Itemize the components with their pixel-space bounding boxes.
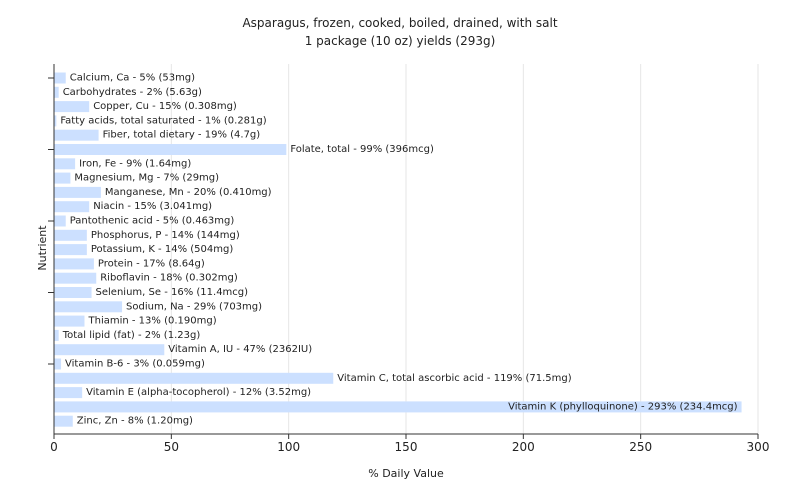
bar xyxy=(54,201,90,213)
bar-label: Sodium, Na - 29% (703mg) xyxy=(126,301,262,312)
chart-title: Asparagus, frozen, cooked, boiled, drain… xyxy=(242,16,557,30)
bar-label: Vitamin A, IU - 47% (2362IU) xyxy=(168,344,312,355)
axes xyxy=(48,64,759,439)
x-tick-label: 0 xyxy=(50,440,58,454)
bar xyxy=(54,129,99,141)
bar-label: Manganese, Mn - 20% (0.410mg) xyxy=(105,187,272,198)
x-tick-labels: 0 50 100 150 200 250 300 xyxy=(50,440,769,454)
bar xyxy=(54,329,59,341)
bar xyxy=(54,172,71,184)
bar xyxy=(54,272,97,284)
bar-label: Riboflavin - 18% (0.302mg) xyxy=(100,273,238,284)
bar-label: Vitamin E (alpha-tocopherol) - 12% (3.52… xyxy=(86,387,311,398)
x-tick-label: 50 xyxy=(164,440,179,454)
bar xyxy=(54,115,57,127)
x-tick-label: 250 xyxy=(629,440,652,454)
bar-label: Fiber, total dietary - 19% (4.7g) xyxy=(103,130,261,141)
bar-label: Phosphorus, P - 14% (144mg) xyxy=(91,230,240,241)
bar-label: Total lipid (fat) - 2% (1.23g) xyxy=(62,330,201,341)
bar-label: Selenium, Se - 16% (11.4mcg) xyxy=(96,287,249,298)
bar-label: Magnesium, Mg - 7% (29mg) xyxy=(74,173,219,184)
bar xyxy=(54,244,87,256)
bar xyxy=(54,72,66,84)
bar xyxy=(54,101,90,113)
bar xyxy=(54,358,62,370)
bar xyxy=(54,158,76,170)
bar-label: Vitamin K (phylloquinone) - 293% (234.4m… xyxy=(508,401,738,412)
x-axis-label: % Daily Value xyxy=(368,467,444,480)
bar-label: Protein - 17% (8.64g) xyxy=(98,258,205,269)
chart-subtitle: 1 package (10 oz) yields (293g) xyxy=(305,34,496,48)
bar-labels: Calcium, Ca - 5% (53mg) Carbohydrates - 2… xyxy=(60,73,737,427)
bar xyxy=(54,86,59,98)
bar-label: Zinc, Zn - 8% (1.20mg) xyxy=(77,416,193,427)
bar-label: Vitamin C, total ascorbic acid - 119% (7… xyxy=(337,373,571,384)
bar xyxy=(54,401,742,413)
bar-label: Pantothenic acid - 5% (0.463mg) xyxy=(70,216,235,227)
bar xyxy=(54,387,83,399)
bar-label: Carbohydrates - 2% (5.63g) xyxy=(63,87,202,98)
bar xyxy=(54,186,101,198)
bar xyxy=(54,229,87,241)
bar xyxy=(54,258,94,270)
x-tick-label: 100 xyxy=(277,440,300,454)
bar xyxy=(54,144,287,155)
bar xyxy=(54,215,66,227)
bar-label: Vitamin B-6 - 3% (0.059mg) xyxy=(65,359,205,370)
bar-label: Potassium, K - 14% (504mg) xyxy=(91,244,233,255)
bar-label: Fatty acids, total saturated - 1% (0.281… xyxy=(60,115,266,126)
bar-label: Thiamin - 13% (0.190mg) xyxy=(88,316,217,327)
bar xyxy=(54,315,85,327)
bar-label: Folate, total - 99% (396mcg) xyxy=(290,144,434,155)
bar xyxy=(54,415,73,427)
x-tick-label: 150 xyxy=(395,440,418,454)
y-axis-label: Nutrient xyxy=(36,225,49,271)
bar-label: Calcium, Ca - 5% (53mg) xyxy=(70,73,195,84)
bar-label: Iron, Fe - 9% (1.64mg) xyxy=(79,158,191,169)
bar xyxy=(54,344,165,356)
bar xyxy=(54,372,334,384)
bar-label: Niacin - 15% (3.041mg) xyxy=(93,201,212,212)
bar xyxy=(54,287,92,298)
bar xyxy=(54,301,123,313)
x-tick-label: 200 xyxy=(512,440,535,454)
bars xyxy=(54,72,742,427)
bar-label: Copper, Cu - 15% (0.308mg) xyxy=(93,101,237,112)
gridlines xyxy=(170,64,759,434)
x-tick-label: 300 xyxy=(747,440,770,454)
